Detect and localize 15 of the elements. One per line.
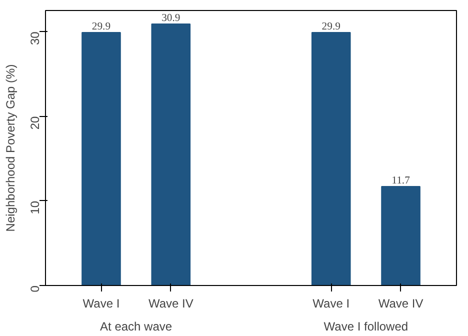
y-axis-title: Neighborhood Poverty Gap (%) (4, 64, 18, 232)
data-label: 11.7 (392, 176, 411, 186)
x-tick-label: Wave I (82, 296, 120, 310)
data-label: 29.9 (322, 22, 340, 32)
text: At each wave (100, 320, 172, 334)
y-tick-label: 20 (28, 116, 42, 130)
x-tick-label: Wave I (312, 296, 350, 310)
y-tick-label: 30 (28, 31, 42, 45)
data-label: 29.9 (92, 22, 111, 32)
text: Wave I followed (324, 320, 408, 334)
y-tick-label: 0 (28, 285, 42, 292)
x-tick-label: Wave IV (148, 296, 194, 310)
data-label: 30.9 (162, 13, 180, 24)
y-tick-label: 10 (28, 200, 42, 214)
x-tick-label: Wave IV (378, 296, 424, 310)
